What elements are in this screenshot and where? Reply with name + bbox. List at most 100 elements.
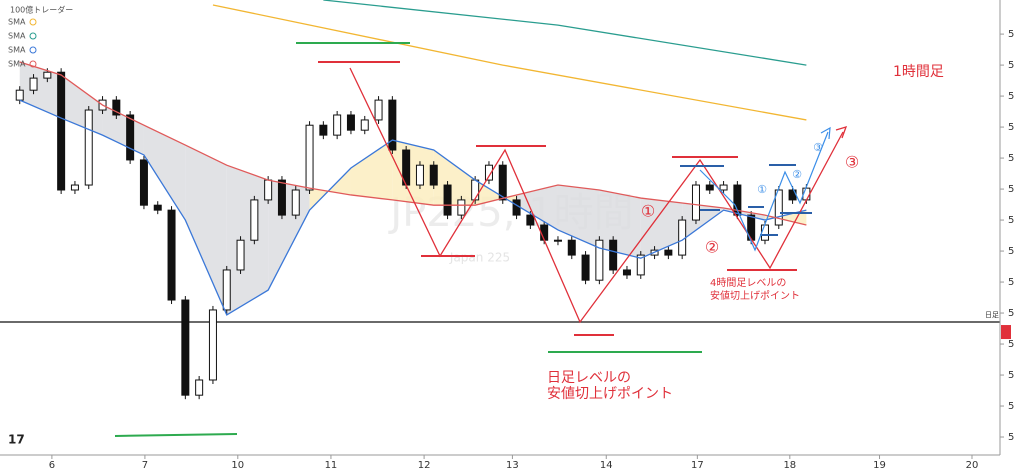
candle (733, 184, 742, 216)
candle (29, 77, 38, 91)
candle (595, 239, 604, 281)
candle (70, 184, 79, 191)
sma-line (323, 0, 807, 66)
annotations: 1時間足 日足レベルの 安値切上げポイント 4時間足レベルの 安値切上げポイント… (547, 64, 944, 402)
candle (250, 199, 259, 241)
zigzag (349, 67, 844, 324)
candle (484, 164, 493, 181)
x-tick-label: 13 (506, 460, 519, 471)
y-tick-label: 5 (1008, 184, 1014, 195)
legend-entry: SMA (8, 32, 26, 41)
watermark-name: Japan 225 (449, 251, 510, 265)
candle (705, 184, 714, 191)
candle (181, 299, 190, 396)
arrow-head (835, 126, 848, 139)
x-tick-label: 10 (231, 460, 244, 471)
x-tick-label: 7 (142, 460, 148, 471)
wave-label: ② (792, 168, 802, 181)
candle (760, 224, 769, 241)
candle (374, 99, 383, 121)
candle (664, 249, 673, 256)
wave-label: ③ (813, 141, 823, 154)
x-tick-label: 11 (325, 460, 338, 471)
legend-swatch (29, 32, 37, 40)
axes: 日足 SMA SMA SMA SMA 5 5 5 5 5 5 5 5 5 5 5 5 5 5 6 7 10 11 12 13 14… (8, 18, 1014, 472)
y-tick-label: 5 (1008, 277, 1014, 288)
candle (346, 114, 355, 131)
cloud (350, 140, 393, 200)
y-tick-label: 5 (1008, 60, 1014, 71)
candle (236, 239, 245, 271)
candle (553, 239, 562, 242)
arrow-head (820, 126, 831, 140)
candle (526, 214, 535, 226)
candle (512, 199, 521, 216)
sma-line (19, 61, 807, 226)
candle (429, 164, 438, 186)
candle (57, 71, 66, 191)
wave-label: ① (641, 202, 655, 221)
drawings (114, 42, 848, 437)
y-tick-label: 5 (1008, 370, 1014, 381)
cloud (226, 165, 269, 315)
cloud (516, 185, 558, 230)
header: 100億トレーダー (10, 5, 73, 15)
y-tick-label: 5 (1008, 91, 1014, 102)
x-tick-label: 14 (600, 460, 613, 471)
candle (112, 99, 121, 116)
x-tick-label: 17 (691, 460, 704, 471)
cloud (640, 198, 683, 259)
cloud (392, 140, 434, 206)
wave-label: ① (757, 183, 767, 196)
candle (622, 269, 631, 276)
legend-entry: SMA (8, 46, 26, 55)
candle (678, 219, 687, 256)
candle (126, 114, 135, 161)
candle (15, 89, 24, 101)
legend-swatch (29, 46, 37, 54)
annotation: 安値切上げポイント (547, 386, 673, 402)
candle (471, 179, 480, 201)
candle (774, 189, 783, 226)
sma-line (19, 99, 807, 316)
y-tick-label: 5 (1008, 153, 1014, 164)
candle (457, 199, 466, 216)
candle (443, 184, 452, 216)
x-tick-label: 20 (966, 460, 979, 471)
candle (567, 239, 576, 256)
annotation: 安値切上げポイント (710, 289, 800, 302)
y-tick-label: 5 (1008, 246, 1014, 257)
candle (319, 124, 328, 136)
price-axis (1000, 0, 1024, 475)
x-tick-label: 12 (418, 460, 431, 471)
candle (305, 124, 314, 191)
candle (333, 114, 342, 136)
candle (84, 109, 93, 186)
candle (636, 254, 645, 276)
candle (291, 189, 300, 216)
y-tick-label: 5 (1008, 308, 1014, 319)
logo: 17 (8, 433, 25, 447)
zigzag (699, 131, 829, 252)
candle (360, 119, 369, 131)
candle (609, 239, 618, 271)
annotation: 4時間足レベルの (710, 277, 786, 289)
candle (43, 71, 52, 79)
candle (581, 254, 590, 281)
x-tick-label: 19 (873, 460, 886, 471)
candle (139, 159, 148, 206)
legend-swatch (29, 18, 37, 26)
candle (167, 209, 176, 301)
wave-label: ③ (845, 153, 859, 172)
candle (498, 164, 507, 201)
candle (195, 379, 204, 396)
cloud (143, 125, 186, 221)
y-tick-label: 5 (1008, 401, 1014, 412)
candle (208, 309, 217, 381)
level-label: 日足 (985, 311, 999, 319)
annotation: 日足レベルの (547, 370, 631, 386)
legend-entry: SMA (8, 60, 26, 69)
cloud (185, 145, 227, 315)
